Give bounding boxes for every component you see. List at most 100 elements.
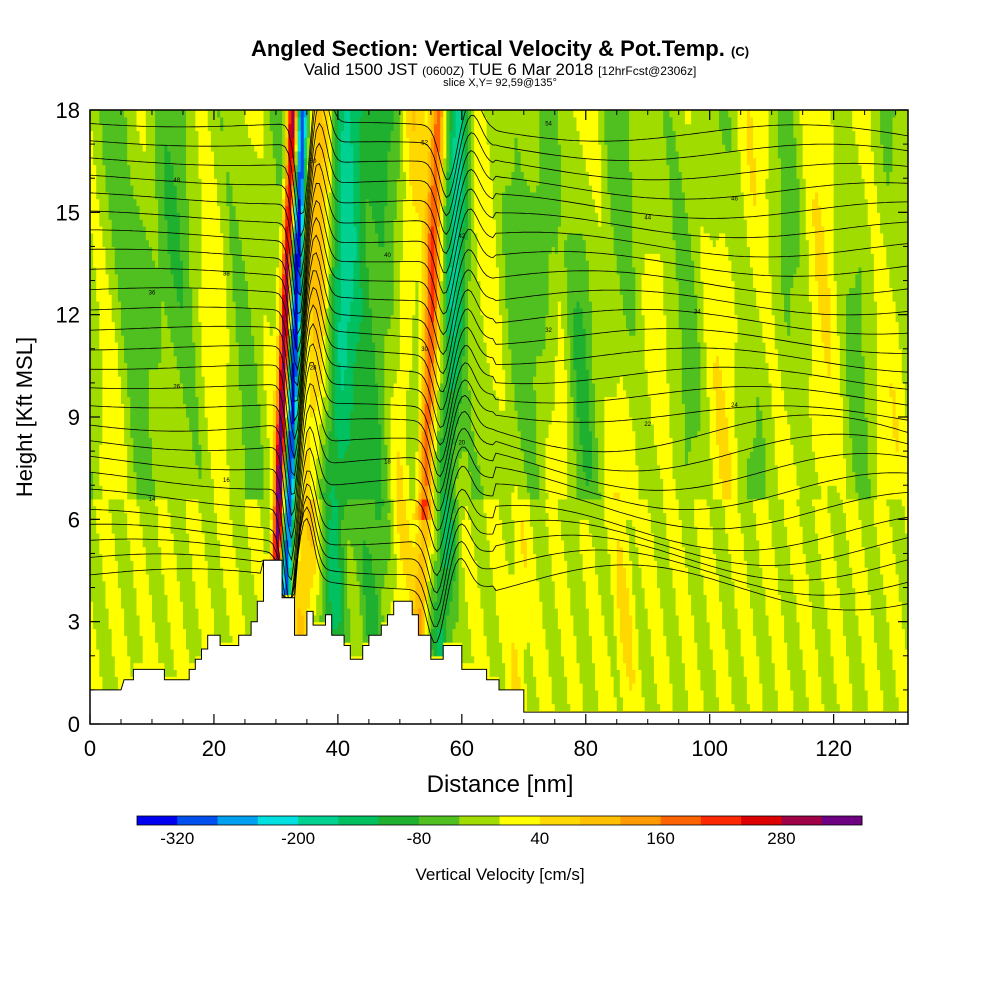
velocity-cell <box>663 137 667 316</box>
velocity-cell <box>582 580 587 711</box>
velocity-cell <box>421 110 426 377</box>
velocity-cell <box>402 110 407 172</box>
velocity-cell <box>331 485 336 630</box>
velocity-cell <box>883 171 887 248</box>
velocity-cell <box>870 110 875 152</box>
velocity-cell <box>867 110 872 227</box>
velocity-cell <box>756 110 760 309</box>
velocity-cell <box>579 444 584 500</box>
velocity-cell <box>319 110 323 316</box>
velocity-cell <box>830 123 835 486</box>
velocity-cell <box>517 430 522 500</box>
velocity-cell <box>359 321 364 500</box>
velocity-cell <box>142 150 147 227</box>
velocity-cell <box>709 648 714 711</box>
velocity-cell <box>533 110 537 193</box>
velocity-cell <box>883 594 887 711</box>
velocity-cell <box>638 498 643 568</box>
velocity-cell <box>300 232 305 261</box>
isentrope-line <box>90 162 908 315</box>
velocity-cell <box>548 110 553 254</box>
velocity-cell <box>520 498 525 520</box>
velocity-cell <box>421 376 426 432</box>
velocity-cell <box>220 567 224 643</box>
velocity-cell <box>303 116 308 138</box>
velocity-cell <box>108 294 113 500</box>
velocity-cell <box>229 635 234 643</box>
velocity-cell <box>511 573 516 643</box>
velocity-cell <box>653 110 658 254</box>
velocity-cell <box>213 110 218 179</box>
velocity-cell <box>753 110 757 159</box>
velocity-cell <box>523 683 528 724</box>
velocity-cell <box>756 307 760 398</box>
velocity-cell <box>536 580 540 698</box>
colorbar-tick-label: -200 <box>281 829 315 848</box>
velocity-cell <box>579 110 584 145</box>
velocity-cell <box>464 110 469 241</box>
velocity-cell <box>437 225 441 302</box>
velocity-cell <box>251 144 255 336</box>
velocity-cell <box>313 573 317 616</box>
velocity-cell <box>105 110 110 193</box>
velocity-cell <box>145 573 150 724</box>
velocity-cell <box>616 608 621 671</box>
velocity-cell <box>381 587 385 616</box>
velocity-cell <box>232 301 237 548</box>
velocity-cell <box>279 369 283 391</box>
velocity-cell <box>279 335 283 357</box>
velocity-cell <box>629 519 633 561</box>
velocity-cell <box>421 498 426 520</box>
velocity-cell <box>340 110 345 132</box>
velocity-cell <box>424 198 429 309</box>
velocity-cell <box>418 553 423 609</box>
velocity-cell <box>554 253 559 357</box>
velocity-cell <box>452 137 457 336</box>
velocity-cell <box>753 635 757 724</box>
velocity-cell <box>502 410 506 541</box>
velocity-cell <box>365 266 370 500</box>
velocity-cell <box>155 505 159 643</box>
velocity-cell <box>725 150 729 248</box>
velocity-cell <box>297 355 302 377</box>
velocity-cell <box>288 348 293 364</box>
velocity-cell <box>108 110 113 220</box>
x-tick-label: 20 <box>202 736 226 761</box>
velocity-cell <box>585 260 590 370</box>
velocity-cell <box>415 280 420 452</box>
velocity-cell <box>437 573 441 630</box>
contour-label: 48 <box>173 178 180 184</box>
velocity-cell <box>768 382 773 520</box>
velocity-cell <box>700 280 705 500</box>
velocity-cell <box>579 519 584 555</box>
velocity-cell <box>325 307 330 411</box>
velocity-cell <box>136 614 141 664</box>
velocity-cell <box>232 110 237 207</box>
velocity-cell <box>325 457 330 616</box>
velocity-cell <box>616 382 621 493</box>
velocity-cell <box>337 457 342 568</box>
velocity-cell <box>415 451 420 500</box>
velocity-cell <box>551 110 556 248</box>
velocity-cell <box>889 396 894 500</box>
velocity-cell <box>588 478 593 500</box>
velocity-cell <box>598 594 602 724</box>
velocity-cell <box>529 526 534 657</box>
velocity-cell <box>598 498 602 595</box>
velocity-cell <box>294 171 299 186</box>
velocity-cell <box>486 110 491 145</box>
velocity-cell <box>114 498 119 561</box>
velocity-cell <box>362 498 367 541</box>
x-tick-label: 80 <box>574 736 598 761</box>
velocity-cell <box>282 573 286 589</box>
velocity-cell <box>808 376 813 418</box>
velocity-cell <box>641 314 646 500</box>
velocity-cell <box>173 185 178 288</box>
velocity-cell <box>480 608 485 724</box>
velocity-cell <box>660 478 664 609</box>
velocity-cell <box>238 389 243 595</box>
velocity-cell <box>545 648 550 724</box>
velocity-cell <box>170 273 175 343</box>
velocity-cell <box>703 110 708 234</box>
velocity-cell <box>647 396 652 514</box>
